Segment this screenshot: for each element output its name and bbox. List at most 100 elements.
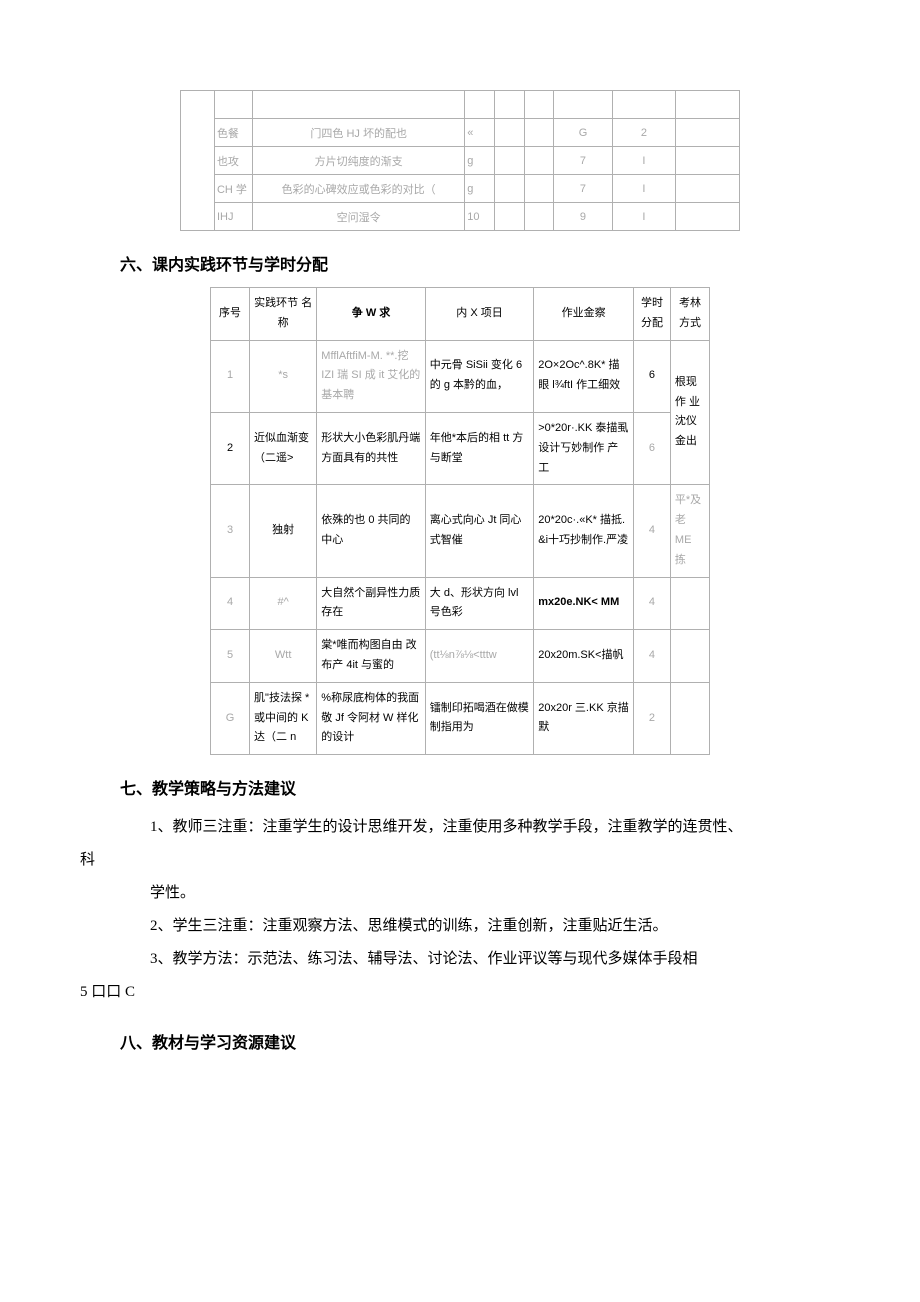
cell: >0*20r·.KK 泰描虱 设计丂妙制作 产工 [534,412,634,484]
cell [494,203,524,231]
cell: G [554,119,612,147]
cell: 独射 [250,485,317,577]
header-cell: 考林 方式 [670,288,709,341]
header-cell: 争 W 求 [317,288,425,341]
cell: CH 学 [214,175,252,203]
cell: 4 [634,577,671,630]
cell: #^ [250,577,317,630]
paragraph: 5 口口 C [80,976,820,1009]
cell: 2 [612,119,676,147]
table-row: CH 学 色彩的心碑效应或色彩的对比（ g 7 I [181,175,740,203]
heading-section-7: 七、教学策略与方法建议 [120,775,840,799]
cell: 大自然个副异性力质存在 [317,577,425,630]
cell: g [465,175,495,203]
table-row: 色餐 门四色 HJ 坏的配也 « G 2 [181,119,740,147]
cell [676,119,740,147]
table-row: 1 *s MfflAftfiM-M. **.挖 IZI 瑞 SI 成 it 艾化… [211,340,710,412]
table-row: 3 独射 依殊的也 0 共同的中心 离心式向心 Jt 同心式智催 20*20c·… [211,485,710,577]
cell: 色彩的心碑效应或色彩的对比（ [253,175,465,203]
cell [676,203,740,231]
cell: mx20e.NK< MM [534,577,634,630]
table-row: G 肌"技法探 *或中间的 K 达（二 n %称尿底枸体的我面敬 Jf 令阿材 … [211,682,710,754]
cell: 6 [634,340,671,412]
cell: G [211,682,250,754]
paragraph: 1、教师三注重：注重学生的设计思维开发，注重使用多种教学手段，注重教学的连贯性、 [120,811,820,844]
cell: 依殊的也 0 共同的中心 [317,485,425,577]
header-cell: 学时 分配 [634,288,671,341]
cell [253,91,465,119]
cell: 20x20m.SK<描帆 [534,630,634,683]
cell: 近似血渐变（二遥> [250,412,317,484]
cell [494,91,524,119]
cell: 20*20c·.«K* 描抵. &i十巧抄制作.严凌 [534,485,634,577]
cell: %称尿底枸体的我面敬 Jf 令阿材 W 样化的设计 [317,682,425,754]
cell [524,147,554,175]
cell [524,119,554,147]
table-row: 4 #^ 大自然个副异性力质存在 大 d、形状方向 lvl 号色彩 mx20e.… [211,577,710,630]
cell: 肌"技法探 *或中间的 K 达（二 n [250,682,317,754]
cell: 方片切纯度的渐支 [253,147,465,175]
paragraph: 2、学生三注重：注重观察方法、思维模式的训练，注重创新，注重贴近生活。 [120,910,820,943]
cell [676,147,740,175]
cell: 色餐 [214,119,252,147]
header-cell: 内 X 项日 [425,288,533,341]
cell: 20x20r 三.KK 京描默 [534,682,634,754]
table-practice: 序号 实践环节 名称 争 W 求 内 X 项日 作业金察 学时 分配 考林 方式… [210,287,710,755]
table-row [181,91,740,119]
cell: 4 [211,577,250,630]
cell [494,147,524,175]
cell: IHJ [214,203,252,231]
cell: I [612,147,676,175]
cell [524,203,554,231]
cell: 大 d、形状方向 lvl 号色彩 [425,577,533,630]
cell: 2O×2Oc^.8K* 描眼 l¾ftI 作工细效 [534,340,634,412]
table-row: 5 Wtt 棠*唯而构图自由 改布产 4it 与蜜的 (tt⅛n⅞⅛<tttw … [211,630,710,683]
cell: 平*及老 ME 拣 [670,485,709,577]
cell [465,91,495,119]
cell [676,175,740,203]
cell: 门四色 HJ 坏的配也 [253,119,465,147]
cell: g [465,147,495,175]
cell: « [465,119,495,147]
paragraph: 3、教学方法：示范法、练习法、辅导法、讨论法、作业评议等与现代多媒体手段相 [120,943,820,976]
cell: 9 [554,203,612,231]
cell [612,91,676,119]
paragraph: 学性。 [120,877,820,910]
cell [524,91,554,119]
cell: MfflAftfiM-M. **.挖 IZI 瑞 SI 成 it 艾化的基本聘 [317,340,425,412]
cell: 2 [634,682,671,754]
cell: 棠*唯而构图自由 改布产 4it 与蜜的 [317,630,425,683]
cell: 7 [554,175,612,203]
cell: (tt⅛n⅞⅛<tttw [425,630,533,683]
cell [670,577,709,630]
cell: 镭制印拓喝酒在做模制指用为 [425,682,533,754]
table-row: 2 近似血渐变（二遥> 形状大小色彩肌丹端方面具有的共性 年他*本后的相 tt … [211,412,710,484]
table-header: 序号 实践环节 名称 争 W 求 内 X 项日 作业金察 学时 分配 考林 方式 [211,288,710,341]
paragraph: 科 [80,844,820,877]
cell [670,682,709,754]
cell: 3 [211,485,250,577]
table-row: 也攻 方片切纯度的渐支 g 7 I [181,147,740,175]
cell: 形状大小色彩肌丹端方面具有的共性 [317,412,425,484]
cell: 空问湿令 [253,203,465,231]
header-cell: 序号 [211,288,250,341]
cell [670,630,709,683]
cell: 也攻 [214,147,252,175]
table-row: IHJ 空问湿令 10 9 I [181,203,740,231]
cell: 年他*本后的相 tt 方与断堂 [425,412,533,484]
cell [554,91,612,119]
cell [214,91,252,119]
table-upper: 色餐 门四色 HJ 坏的配也 « G 2 也攻 方片切纯度的渐支 g 7 I C… [180,90,740,231]
heading-section-8: 八、教材与学习资源建议 [120,1029,840,1053]
cell: 1 [211,340,250,412]
cell: Wtt [250,630,317,683]
heading-section-6: 六、课内实践环节与学时分配 [120,251,840,275]
cell [524,175,554,203]
cell: 根现作 业沈仪 金出 [670,340,709,485]
cell: 4 [634,630,671,683]
header-cell: 作业金察 [534,288,634,341]
cell: *s [250,340,317,412]
cell [494,119,524,147]
cell: 2 [211,412,250,484]
cell: 6 [634,412,671,484]
